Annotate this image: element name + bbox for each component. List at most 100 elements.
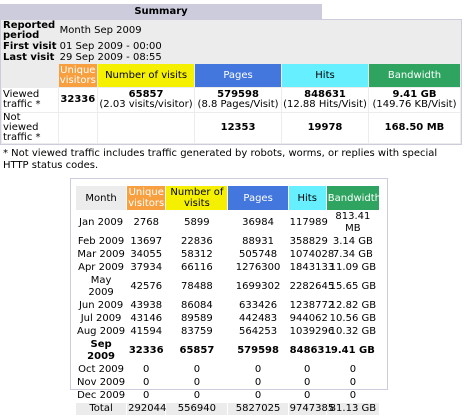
value-cell: 579598 (8.8 Pages/Visit) — [195, 88, 282, 112]
value-cell: 848631 (12.88 Hits/Visit) — [282, 88, 368, 112]
header-cell: Unique visitors — [58, 64, 98, 87]
value-cell — [58, 113, 98, 143]
info-row: First visit 01 Sep 2009 - 00:00 — [2, 42, 460, 52]
value-cell: 579598 — [237, 345, 279, 356]
header-cell: Number of visits — [166, 186, 228, 210]
info-value: 29 Sep 2009 - 08:55 — [59, 52, 162, 63]
month-label: Apr 2009 — [78, 262, 125, 273]
value-cell: 1843133 — [289, 262, 335, 273]
value-cell: 1699302 — [235, 281, 281, 292]
month-label: Dec 2009 — [77, 390, 126, 401]
traffic-row: Viewed traffic * 32336 65857 (2.03 visits/v… — [2, 88, 460, 112]
value-cell: 0 — [349, 377, 357, 388]
info-label: Last visit — [3, 52, 55, 63]
month-label: Jun 2009 — [78, 300, 124, 311]
month-row: Feb 2009 13697 22836 88931 358829 3.14 GB — [76, 236, 379, 248]
value-cell: 78488 — [180, 281, 213, 292]
value-cell: 0 — [304, 377, 311, 388]
value-cell: 86084 — [180, 300, 213, 311]
total-label: Total — [76, 403, 127, 415]
total-row: Total 292044 556940 5827025 9747385 81.13 GB — [76, 403, 379, 415]
value-cell: 633426 — [238, 300, 278, 311]
value-cell: 442483 — [238, 313, 278, 324]
value-cell: 564253 — [238, 326, 278, 337]
value-cell: 1074028 — [289, 249, 335, 260]
month-row: Apr 2009 37934 66116 1276300 1843133 11.09 GB — [76, 262, 379, 274]
total-cell: 9747385 — [288, 403, 335, 415]
month-row: Mar 2009 34055 58312 505748 1074028 7.34 GB — [76, 249, 379, 261]
row-label: Viewed traffic * — [2, 88, 58, 112]
value-note: (149.76 KB/Visit) — [372, 99, 457, 110]
value: 19978 — [307, 122, 343, 133]
value-cell: 89589 — [180, 313, 213, 324]
value-cell: 0 — [254, 377, 262, 388]
header-cell: Bandwidth — [326, 186, 381, 210]
month-row: Oct 2009 0 0 0 0 0 — [76, 364, 379, 376]
summary-title: Summary — [0, 4, 322, 19]
header-cell: Unique visitors — [127, 186, 166, 210]
value-cell: 117989 — [289, 217, 328, 228]
value-cell: 13697 — [130, 236, 163, 247]
value-cell: 848631 — [289, 345, 332, 356]
value-cell: 43146 — [130, 313, 163, 324]
month-label: Jan 2009 — [79, 217, 124, 228]
value-note: (12.88 Hits/Visit) — [283, 99, 367, 110]
traffic-row: Not viewed traffic * 12353 19978 168.50 MB — [2, 113, 460, 143]
header-cell: Pages — [228, 186, 288, 210]
value-cell: 32336 — [58, 88, 98, 112]
value: 579598 — [217, 89, 259, 100]
value-cell: 15.65 GB — [329, 281, 377, 292]
value-cell: 9.41 GB (149.76 KB/Visit) — [368, 88, 460, 112]
month-label: Nov 2009 — [77, 377, 126, 388]
value-cell: 2282645 — [289, 281, 335, 292]
value-cell: 34055 — [130, 249, 163, 260]
header-cell: Pages — [195, 64, 282, 87]
total-cell: 292044 — [127, 403, 167, 415]
info-label: First visit — [3, 41, 57, 52]
header-cell: Month — [76, 186, 127, 210]
month-label: Jul 2009 — [80, 313, 122, 324]
value-cell: 0 — [304, 364, 311, 375]
value-cell: 0 — [193, 364, 201, 375]
total-cell: 81.13 GB — [326, 403, 379, 415]
month-label: May 2009 — [88, 275, 114, 298]
value-note: (8.8 Pages/Visit) — [197, 99, 279, 110]
header-row: Unique visitors Number of visits Pages Hits… — [2, 64, 460, 87]
header-cell: Bandwidth — [368, 64, 460, 87]
value-cell: 3.14 GB — [332, 236, 373, 247]
value-cell — [98, 113, 195, 143]
header-cell: Hits — [282, 64, 368, 87]
info-label: Reported period — [3, 20, 56, 41]
month-row: May 2009 42576 78488 1699302 2282645 15.65 GB — [76, 275, 379, 299]
value-cell: 1039296 — [289, 326, 335, 337]
value-cell: 358829 — [289, 236, 328, 247]
value-cell: 66116 — [180, 262, 213, 273]
header-cell: Hits — [288, 186, 326, 210]
total-cell: 5827025 — [228, 403, 288, 415]
month-row: Jul 2009 43146 89589 442483 944062 10.56 GB — [76, 313, 379, 325]
month-row: Dec 2009 0 0 0 0 0 — [76, 390, 379, 402]
row-label: Not viewed traffic * — [2, 113, 58, 143]
value: 12353 — [220, 122, 256, 133]
info-value: 01 Sep 2009 - 00:00 — [59, 41, 162, 52]
month-label: Feb 2009 — [77, 236, 125, 247]
monthly-panel: Month Unique visitors Number of visits Page… — [70, 178, 388, 415]
value-cell: 12.82 GB — [329, 300, 377, 311]
value-cell: 19978 — [282, 113, 368, 143]
value-cell: 12353 — [195, 113, 282, 143]
value-cell: 813.41 MB — [335, 211, 371, 234]
value-cell: 83759 — [180, 326, 213, 337]
value-cell: 42576 — [130, 281, 163, 292]
value-cell: 43938 — [130, 300, 163, 311]
value-cell: 2768 — [133, 217, 159, 228]
month-label: Mar 2009 — [77, 249, 125, 260]
month-row: Jun 2009 43938 86084 633426 1238772 12.82 GB — [76, 300, 379, 312]
value: 848631 — [304, 89, 346, 100]
value-cell: 5899 — [184, 217, 210, 228]
value-cell: 11.09 GB — [329, 262, 377, 273]
value-cell: 32336 — [128, 345, 164, 356]
value-cell: 0 — [254, 390, 262, 401]
value-cell: 0 — [143, 390, 150, 401]
value-cell: 0 — [304, 390, 311, 401]
